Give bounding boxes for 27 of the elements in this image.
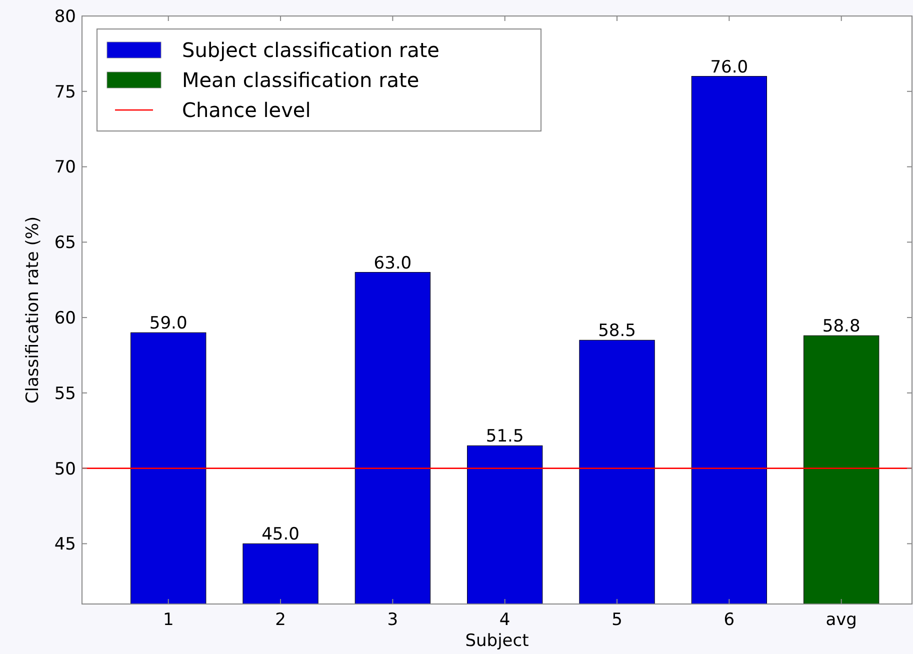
y-axis-title: Classification rate (%) bbox=[23, 216, 43, 404]
y-tick-label: 75 bbox=[54, 82, 76, 102]
x-tick-label: avg bbox=[826, 610, 857, 630]
x-tick-label: 3 bbox=[387, 610, 398, 630]
legend-label: Mean classification rate bbox=[182, 68, 420, 92]
legend-label: Subject classification rate bbox=[182, 38, 440, 62]
y-tick-label: 70 bbox=[54, 158, 76, 178]
data-label: 63.0 bbox=[374, 253, 412, 274]
x-axis-title: Subject bbox=[465, 631, 530, 651]
data-label: 59.0 bbox=[149, 314, 188, 334]
legend-label: Chance level bbox=[182, 98, 311, 122]
x-tick-label: 5 bbox=[612, 610, 622, 630]
x-tick-label: 1 bbox=[162, 610, 174, 630]
y-tick-label: 80 bbox=[54, 6, 76, 27]
y-tick-label: 45 bbox=[54, 534, 76, 555]
x-tick-label: 2 bbox=[275, 610, 286, 630]
data-label: 45.0 bbox=[262, 524, 300, 545]
data-label: 76.0 bbox=[710, 57, 748, 78]
data-label: 58.8 bbox=[822, 316, 860, 337]
data-label: 58.5 bbox=[598, 321, 636, 342]
y-tick-label: 65 bbox=[54, 233, 76, 254]
y-tick-label: 60 bbox=[54, 308, 76, 328]
x-tick-label: 4 bbox=[499, 610, 510, 630]
y-tick-label: 50 bbox=[54, 459, 76, 480]
y-tick-label: 55 bbox=[54, 384, 76, 404]
x-tick-label: 6 bbox=[724, 610, 735, 630]
data-label: 51.5 bbox=[486, 426, 524, 447]
